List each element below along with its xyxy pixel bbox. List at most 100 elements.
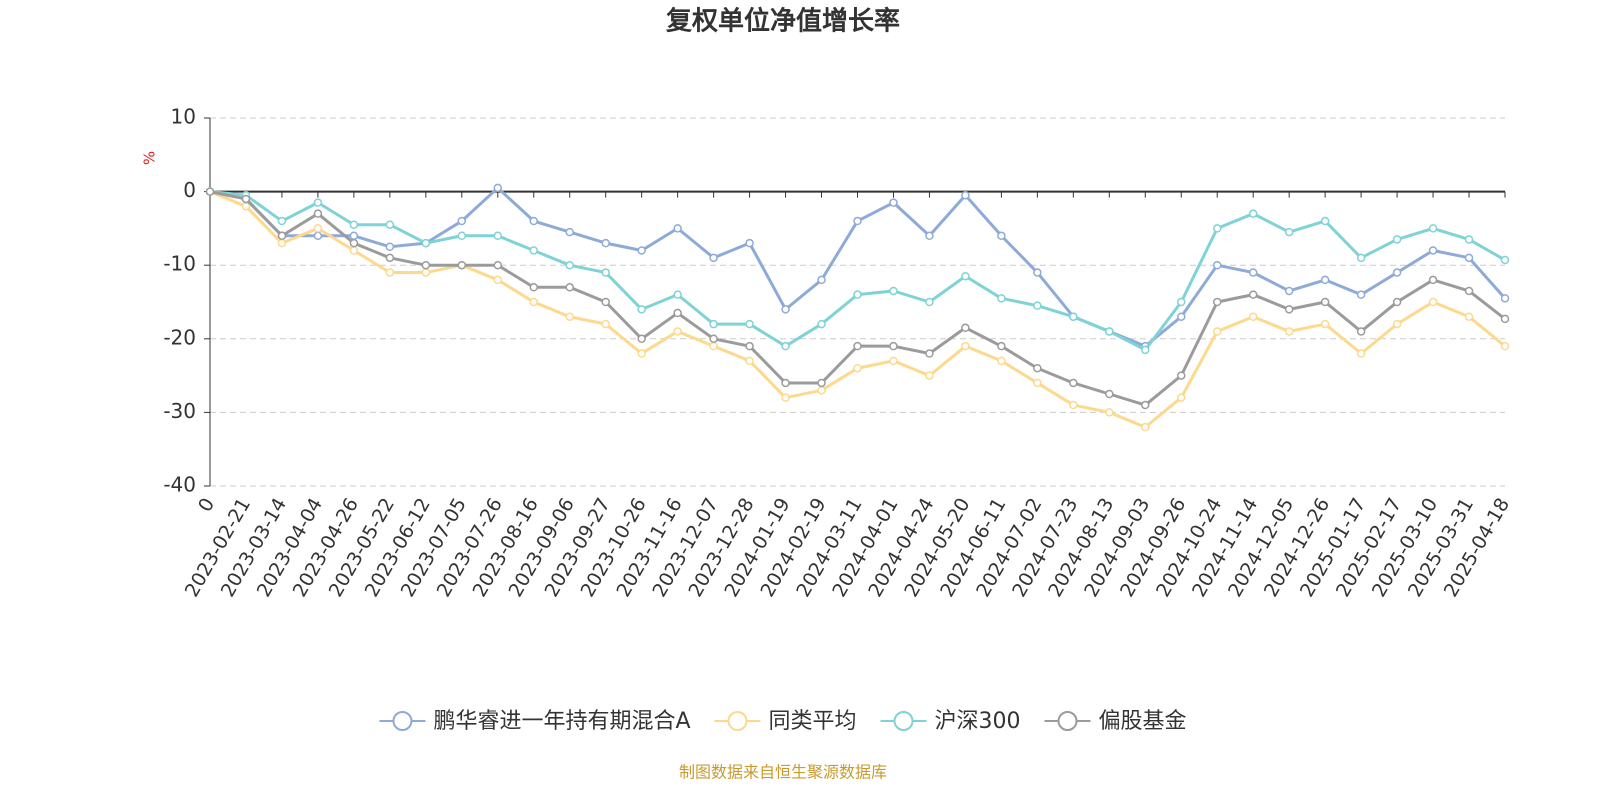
point [1033,268,1042,277]
point [745,356,754,366]
point [421,268,431,277]
point [781,378,790,388]
point [1428,224,1438,233]
point [1177,297,1186,307]
point [1356,349,1366,358]
point [925,349,934,358]
point [205,187,215,196]
point [997,294,1006,303]
series-line [209,186,1507,348]
point [565,283,574,292]
legend-item: 沪深300 [880,709,1021,734]
point [709,253,718,263]
point [745,319,754,329]
point [745,341,754,351]
point [277,231,287,241]
point [637,349,646,358]
point [853,290,862,299]
legend-label: 鹏华睿进一年持有期混合A [433,709,690,734]
y-tick-label: -30 [163,399,196,423]
point [1320,319,1330,329]
point [817,386,826,395]
point [1464,312,1474,321]
point [1105,408,1114,417]
point [853,363,862,373]
point [1033,301,1042,310]
point [565,227,574,237]
point [961,271,970,281]
point [1284,327,1294,336]
point [385,253,395,263]
point [493,275,503,285]
point [1464,286,1474,296]
point [1212,224,1222,233]
point [1428,275,1438,285]
point [961,323,970,333]
legend-item: 偏股基金 [1044,709,1187,734]
x-tick-label: 0 [194,494,219,515]
point [709,334,718,344]
point [313,209,323,218]
point [1033,378,1042,388]
point [1141,400,1150,410]
point [1069,378,1078,388]
point [889,286,898,296]
point [601,268,610,277]
point [925,297,934,307]
point [889,356,898,366]
point [277,238,287,248]
point [961,341,970,351]
point [637,334,646,344]
point [673,224,682,233]
point [1428,297,1438,307]
point [997,341,1006,351]
point [1248,268,1258,277]
chart-title: 复权单位净值增长率 [666,6,900,37]
point [1141,345,1150,355]
point [889,198,898,207]
point [313,224,323,233]
point [313,231,323,241]
point [529,246,538,255]
legend-item: 鹏华睿进一年持有期混合A [379,709,691,734]
point [1392,268,1402,277]
point [853,341,862,351]
point [241,194,251,204]
point [889,341,898,351]
point [1284,286,1294,296]
point [1320,216,1330,226]
point [997,231,1006,241]
point [565,260,574,270]
point [457,260,467,270]
point [1248,312,1258,321]
footer: 制图数据来自恒生聚源数据库 [679,763,887,782]
legend-marker [893,711,914,731]
point [1177,371,1186,380]
point [637,246,646,255]
point [925,371,934,380]
point [1212,297,1222,307]
point [1392,319,1402,329]
point [1428,246,1438,255]
point [1320,275,1330,285]
legend-marker [392,711,413,731]
point [529,297,538,307]
point [601,297,610,307]
point [349,246,359,255]
point [1320,297,1330,307]
point [961,191,970,200]
point [601,238,610,248]
point [997,356,1006,366]
point [349,238,359,248]
point [1356,327,1366,336]
point [1500,255,1510,265]
point [493,231,503,241]
y-axis-label: % [141,151,159,165]
point [745,238,754,248]
legend-label: 偏股基金 [1099,709,1187,734]
point [493,260,503,270]
point [1105,327,1114,336]
point [1248,209,1258,218]
point [1069,312,1078,321]
point [637,305,646,314]
